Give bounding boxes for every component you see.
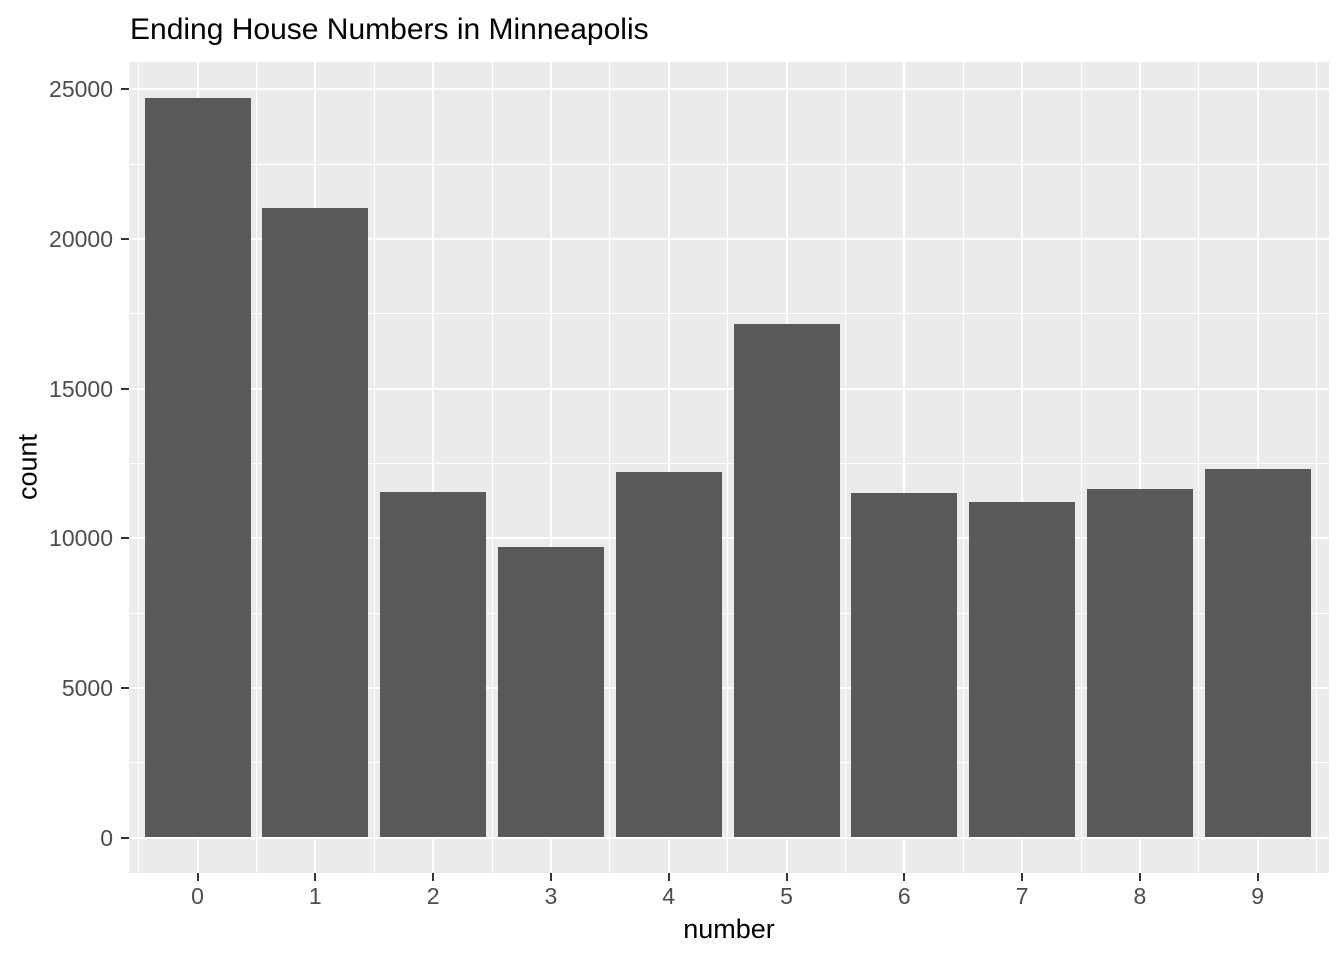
minor-gridline-x: [1316, 62, 1318, 873]
x-axis-title: number: [683, 914, 775, 944]
bar-5: [733, 324, 840, 838]
y-tick-label: 0: [100, 824, 113, 851]
y-tick-mark: [121, 537, 129, 540]
bar-3: [497, 547, 604, 838]
x-tick-label: 8: [1133, 883, 1147, 909]
major-gridline-x: [1138, 62, 1141, 873]
x-tick-mark: [549, 873, 552, 881]
bar-4: [615, 472, 722, 838]
minor-gridline-x: [727, 62, 729, 873]
y-tick-label: 10000: [49, 525, 113, 552]
minor-gridline-y: [129, 762, 1329, 764]
bar-7: [969, 502, 1076, 838]
major-gridline-y: [129, 88, 1329, 91]
y-tick-label: 25000: [49, 76, 113, 103]
x-tick-mark: [903, 873, 906, 881]
x-tick-mark: [785, 873, 788, 881]
major-gridline-x: [903, 62, 906, 873]
x-tick-label: 2: [426, 883, 440, 909]
x-tick-mark: [667, 873, 670, 881]
x-tick-label: 3: [544, 883, 558, 909]
minor-gridline-y: [129, 163, 1329, 165]
major-gridline-y: [129, 237, 1329, 240]
major-gridline-x: [1256, 62, 1259, 873]
y-tick-label: 15000: [49, 375, 113, 402]
x-tick-mark: [314, 873, 317, 881]
major-gridline-y: [129, 686, 1329, 689]
x-tick-mark: [1021, 873, 1024, 881]
y-tick-label: 20000: [49, 225, 113, 252]
minor-gridline-x: [962, 62, 964, 873]
x-tick-mark: [196, 873, 199, 881]
bar-6: [851, 493, 958, 838]
chart-title: Ending House Numbers in Minneapolis: [130, 13, 649, 46]
minor-gridline-y: [129, 313, 1329, 315]
minor-gridline-x: [609, 62, 611, 873]
minor-gridline-x: [255, 62, 257, 873]
minor-gridline-x: [1198, 62, 1200, 873]
minor-gridline-y: [129, 612, 1329, 614]
x-tick-label: 7: [1015, 883, 1029, 909]
x-tick-label: 1: [308, 883, 322, 909]
minor-gridline-x: [373, 62, 375, 873]
minor-gridline-y: [129, 462, 1329, 464]
x-tick-label: 4: [662, 883, 676, 909]
x-tick-label: 5: [780, 883, 793, 909]
x-tick-label: 0: [191, 883, 204, 909]
x-tick-label: 9: [1251, 883, 1265, 909]
bar-9: [1204, 469, 1311, 838]
major-gridline-x: [1021, 62, 1024, 873]
minor-gridline-x: [138, 62, 140, 873]
x-tick-mark: [1256, 873, 1259, 881]
y-tick-mark: [121, 237, 129, 240]
bar-8: [1086, 488, 1193, 838]
y-tick-mark: [121, 686, 129, 689]
bar-1: [262, 207, 369, 838]
bar-2: [380, 491, 487, 838]
x-tick-mark: [1138, 873, 1141, 881]
major-gridline-x: [432, 62, 435, 873]
x-tick-label: 6: [897, 883, 911, 909]
bar-0: [144, 98, 251, 838]
y-axis-title: count: [12, 433, 43, 501]
major-gridline-x: [667, 62, 670, 873]
major-gridline-x: [549, 62, 552, 873]
y-tick-mark: [121, 387, 129, 390]
y-tick-mark: [121, 836, 129, 839]
x-tick-mark: [432, 873, 435, 881]
major-gridline-y: [129, 387, 1329, 390]
minor-gridline-x: [1080, 62, 1082, 873]
plot-panel: [129, 62, 1329, 873]
minor-gridline-x: [844, 62, 846, 873]
major-gridline-y: [129, 836, 1329, 839]
minor-gridline-x: [491, 62, 493, 873]
major-gridline-y: [129, 537, 1329, 540]
y-tick-mark: [121, 88, 129, 91]
y-tick-label: 5000: [61, 674, 113, 701]
